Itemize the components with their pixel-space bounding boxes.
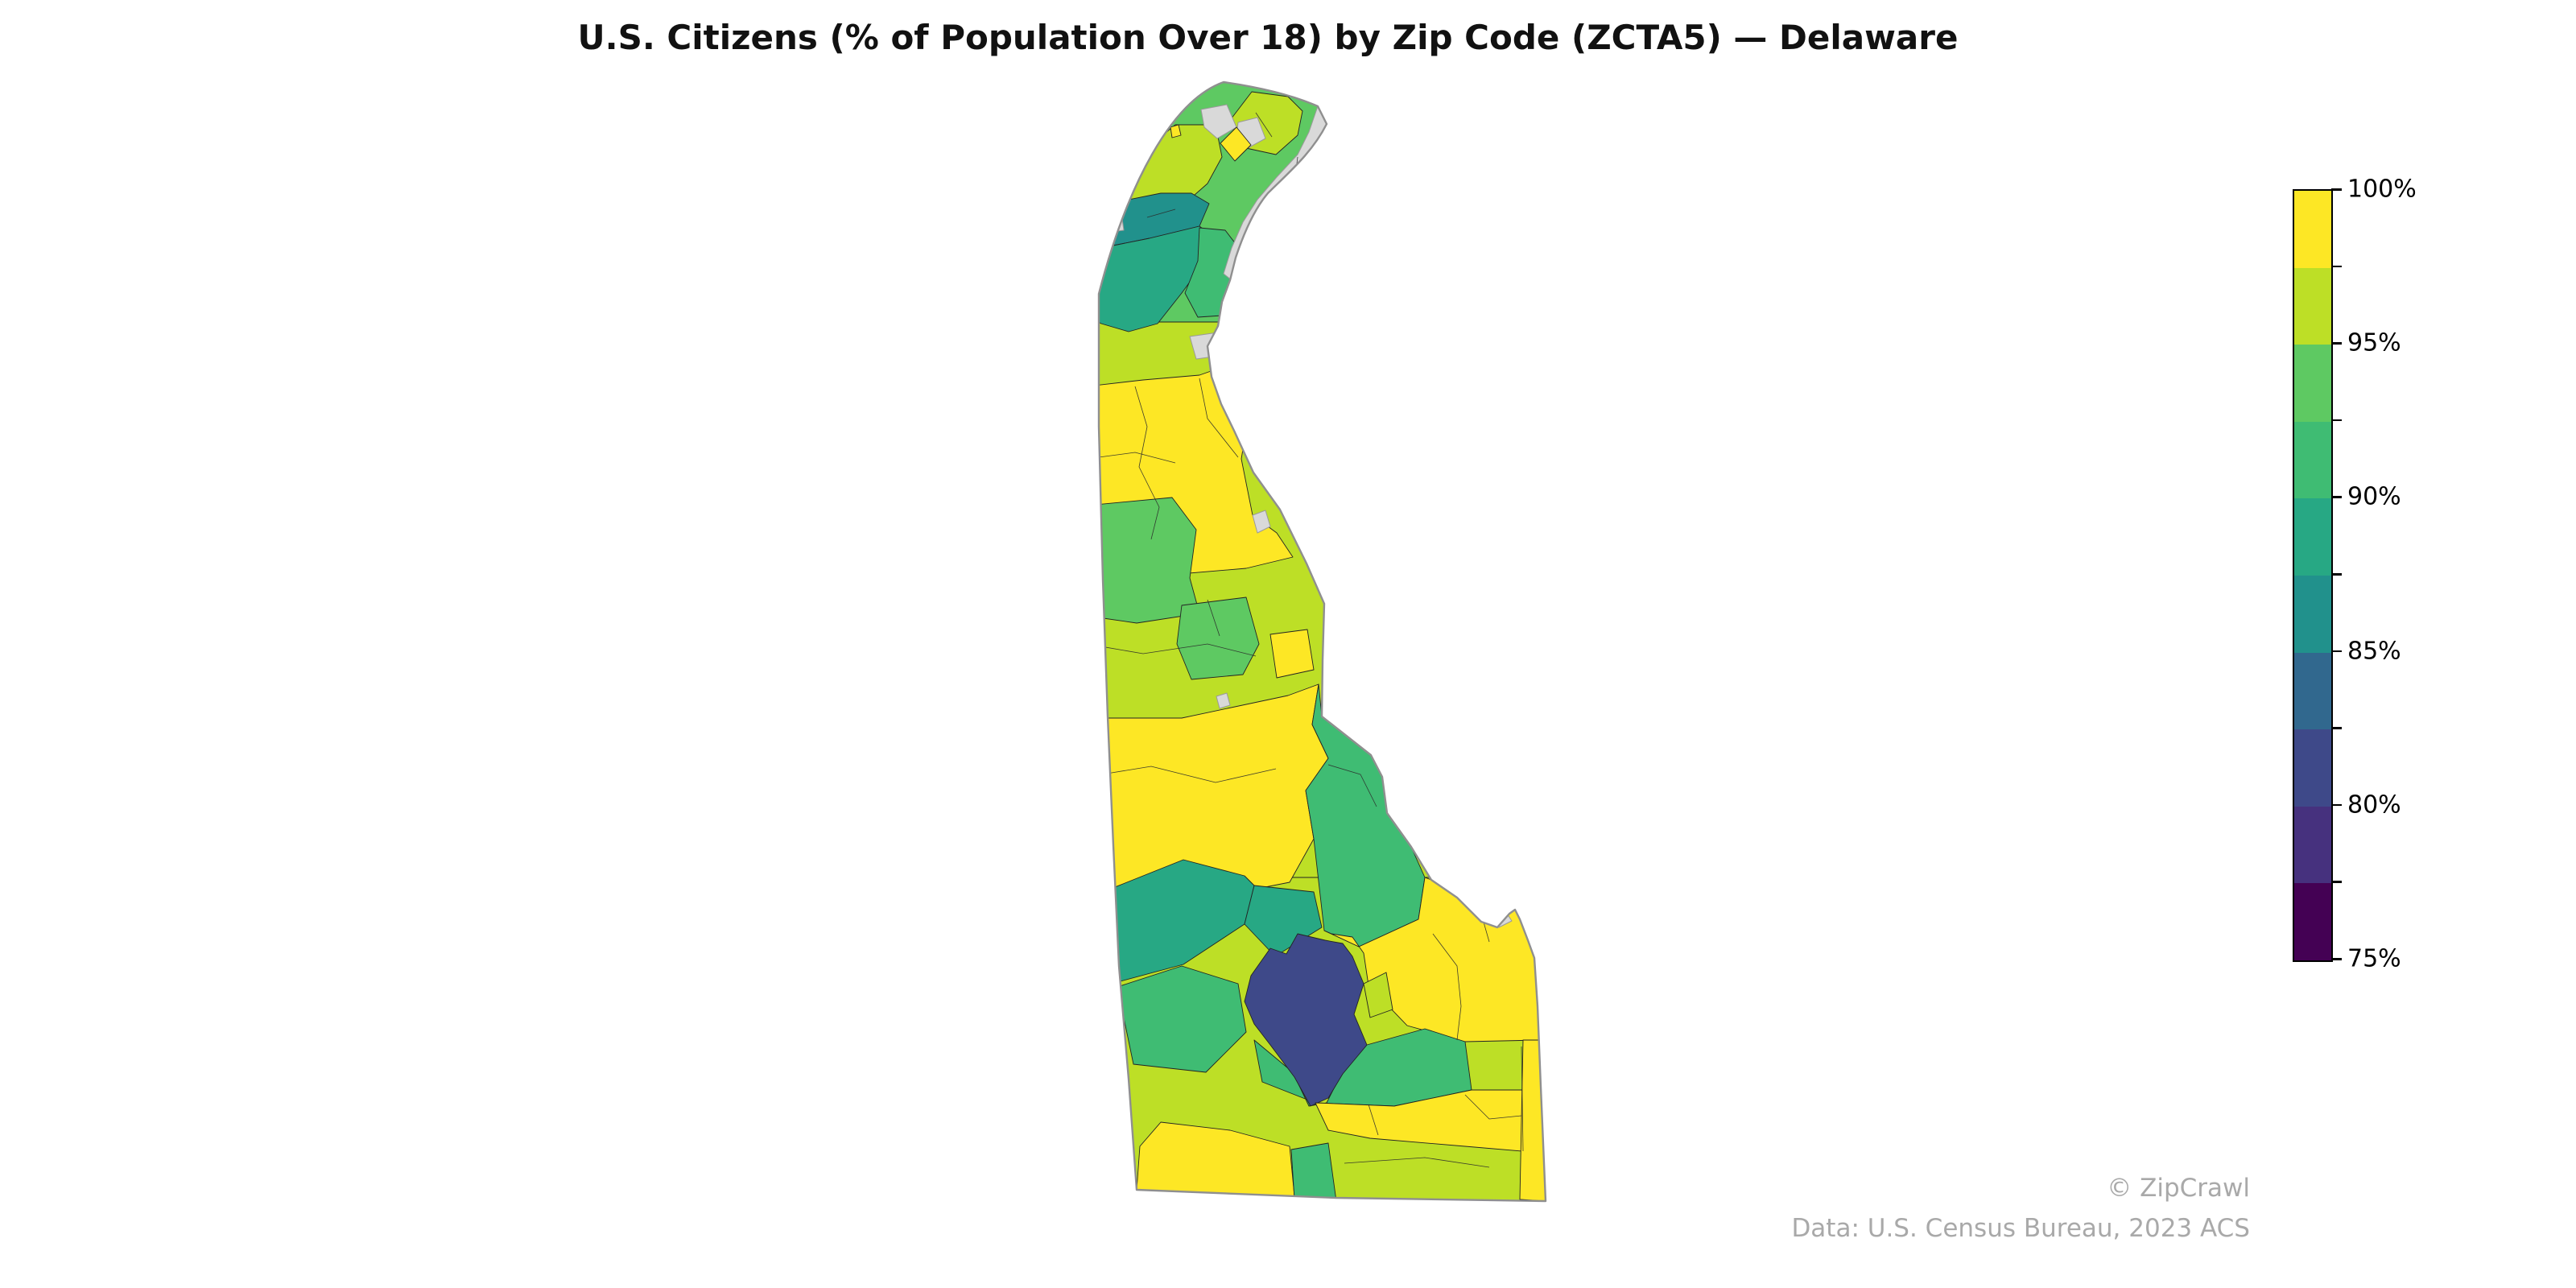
state-outline — [1097, 80, 1547, 1203]
zip-boundary-line — [1099, 643, 1257, 657]
colorbar-segment — [2294, 191, 2331, 268]
zip-boundary-line — [1344, 1157, 1490, 1168]
colorbar-segment — [2294, 575, 2331, 653]
zcta-region — [1117, 965, 1247, 1073]
colorbar-segment — [2294, 806, 2331, 884]
zip-boundary-line — [1099, 452, 1176, 464]
zcta-region — [1176, 597, 1260, 680]
no-data-region — [1200, 104, 1237, 139]
colorbar-tick — [2331, 188, 2342, 191]
colorbar-tick-label: 95% — [2347, 328, 2401, 357]
colorbar-segment — [2294, 729, 2331, 807]
zip-boundary-line — [1207, 599, 1220, 637]
chart-title: U.S. Citizens (% of Population Over 18) … — [577, 18, 1959, 57]
zip-boundary-line — [1146, 208, 1176, 218]
zip-boundary-line — [1099, 766, 1277, 783]
colorbar-tick-label: 90% — [2347, 482, 2401, 511]
zcta-region — [1363, 972, 1393, 1018]
zcta-region — [1105, 202, 1116, 217]
zip-boundary-line — [1199, 378, 1239, 458]
colorbar — [2293, 189, 2333, 962]
colorbar-tick-label: 75% — [2347, 944, 2401, 973]
colorbar-tick — [2331, 265, 2342, 268]
no-data-region — [1189, 331, 1231, 360]
attribution-brand: © ZipCrawl — [2107, 1174, 2250, 1203]
zcta-region — [1290, 1142, 1337, 1201]
colorbar-tick — [2331, 881, 2342, 883]
colorbar-tick-label: 80% — [2347, 791, 2401, 819]
zcta-region — [1170, 124, 1182, 138]
zcta-region — [1220, 126, 1252, 162]
colorbar-tick-label: 100% — [2347, 175, 2417, 204]
zip-boundary-line — [1255, 112, 1273, 138]
colorbar-segment — [2294, 267, 2331, 345]
colorbar-tick — [2331, 727, 2342, 729]
no-data-region — [1216, 692, 1231, 709]
zip-boundary-line — [1521, 1046, 1524, 1152]
delaware-choropleth-map — [1097, 80, 1547, 1203]
colorbar-segment — [2294, 883, 2331, 960]
colorbar-tick — [2331, 803, 2342, 807]
colorbar-segment — [2294, 421, 2331, 499]
colorbar-tick — [2331, 342, 2342, 345]
zip-boundary-line — [1432, 933, 1462, 1041]
colorbar-segment — [2294, 652, 2331, 730]
colorbar-tick — [2331, 650, 2342, 653]
colorbar-tick — [2331, 419, 2342, 422]
zcta-region — [1269, 629, 1315, 679]
zip-boundary-line — [1134, 386, 1160, 540]
zcta-region — [1305, 683, 1426, 947]
zcta-region — [1244, 933, 1368, 1107]
zip-boundary-line — [1327, 764, 1377, 807]
zip-boundary-line — [1464, 1094, 1522, 1120]
colorbar-tick — [2331, 958, 2342, 960]
colorbar-segment — [2294, 345, 2331, 422]
zcta-region — [1099, 497, 1200, 624]
colorbar-segment — [2294, 498, 2331, 576]
colorbar-tick — [2331, 573, 2342, 576]
no-data-region — [1252, 510, 1271, 534]
zcta-region — [1519, 1039, 1546, 1201]
colorbar-tick — [2331, 496, 2342, 498]
colorbar-tick-label: 85% — [2347, 637, 2401, 666]
attribution-source: Data: U.S. Census Bureau, 2023 ACS — [1791, 1214, 2250, 1243]
zip-boundary-line — [1368, 1104, 1379, 1136]
